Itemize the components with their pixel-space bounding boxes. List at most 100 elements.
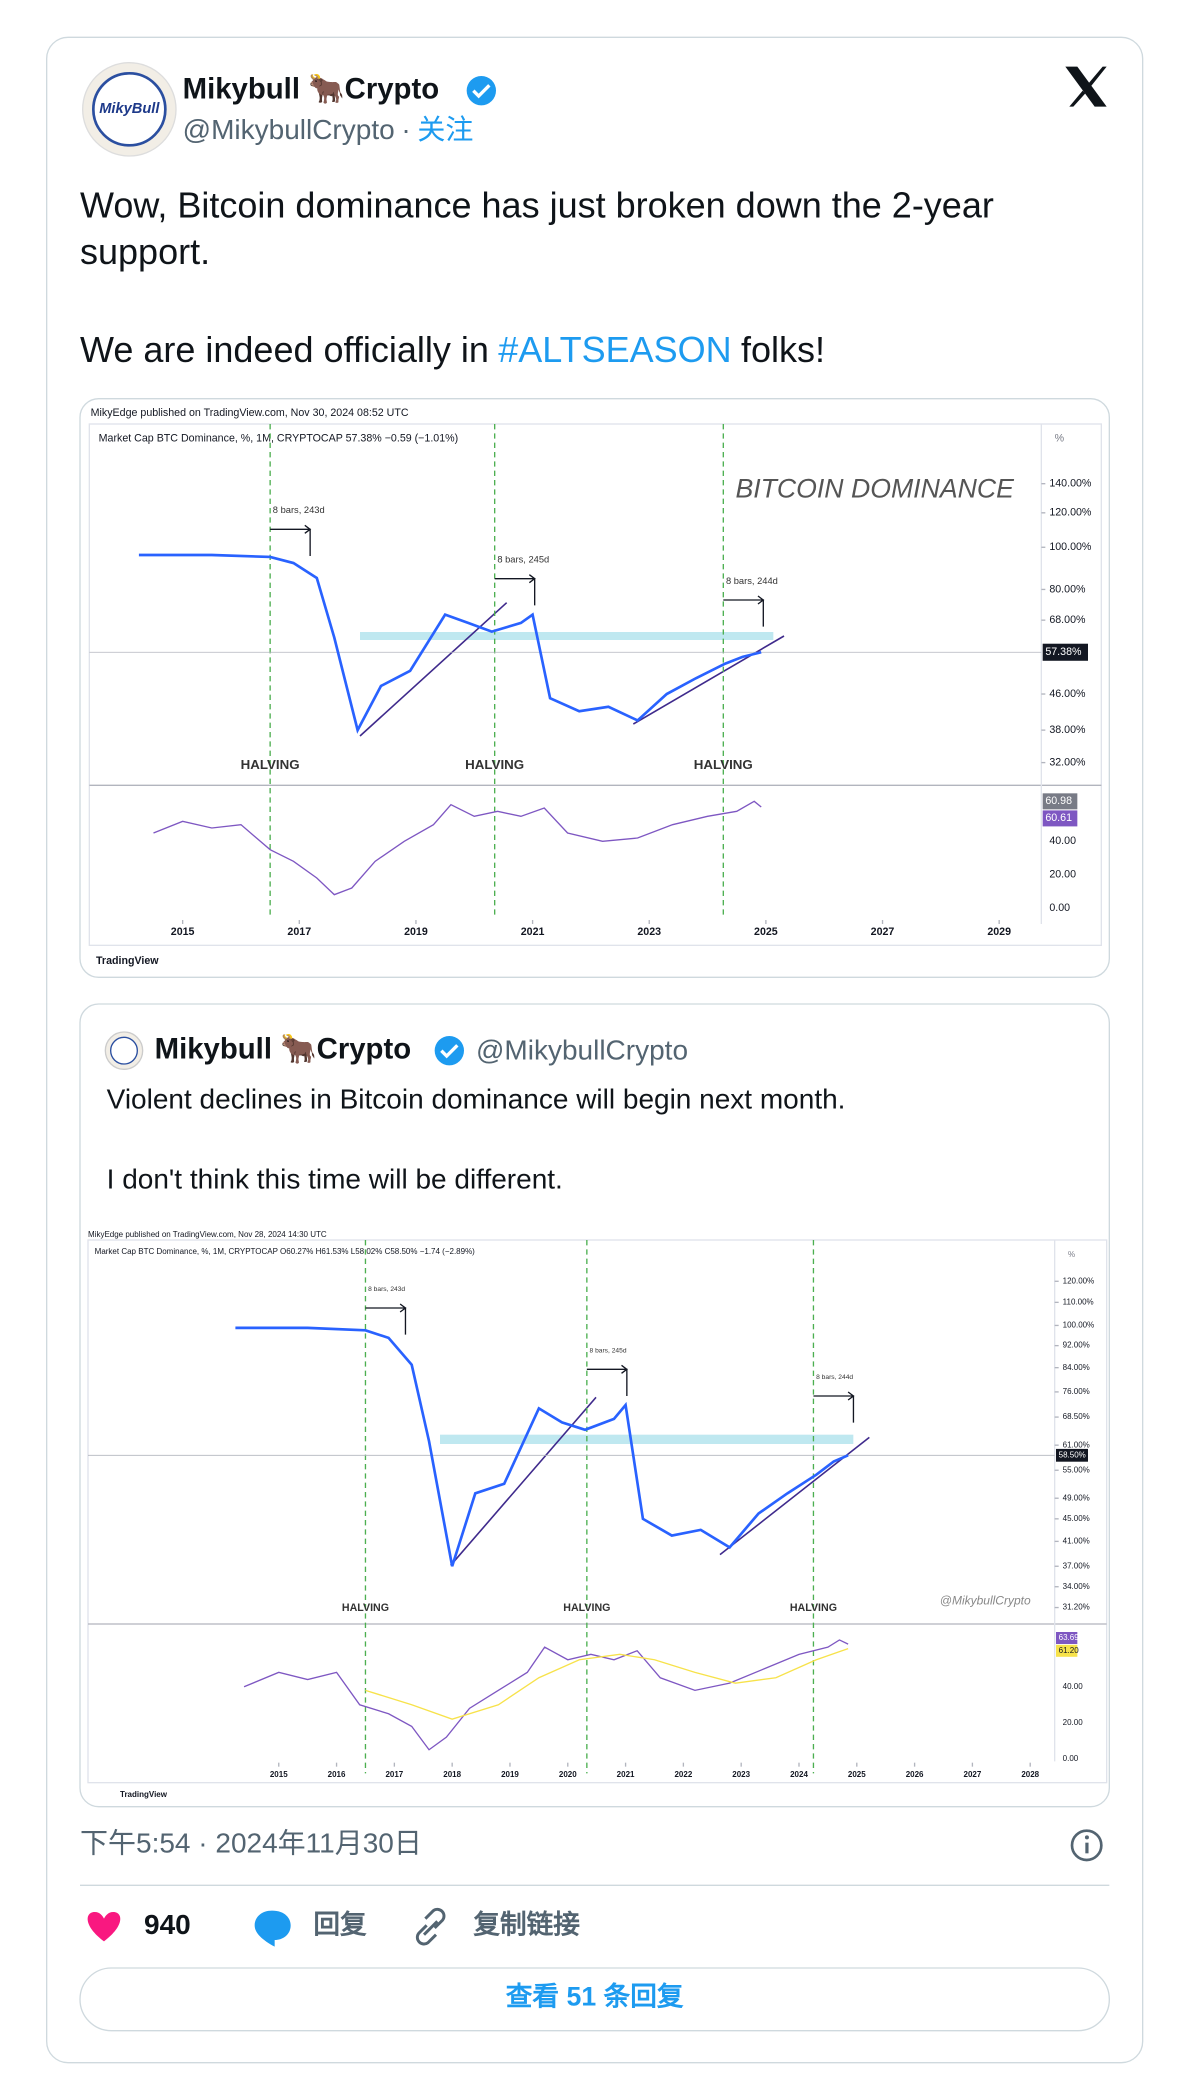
y-axis-unit: % — [1055, 432, 1065, 444]
support-band — [440, 1434, 854, 1444]
halving-label: HALVING — [465, 757, 524, 772]
text: folks! — [741, 329, 825, 370]
quote-author-handle: @MikybullCrypto — [476, 1034, 688, 1065]
indicator-tick-label: 0.00 — [1049, 902, 1070, 914]
indicator-tag — [1056, 1644, 1078, 1657]
y-tick-label: 38.00% — [1049, 724, 1086, 736]
info-icon[interactable] — [1070, 1829, 1103, 1862]
y-tick-label: 110.00% — [1063, 1297, 1094, 1306]
y-tick-label: 68.00% — [1049, 614, 1086, 626]
x-tick-label: 2017 — [385, 1770, 403, 1779]
annotation: 8 bars, 245d — [497, 554, 549, 564]
indicator-tag-label: 60.98 — [1045, 795, 1072, 807]
trendline — [359, 602, 508, 737]
halving-label: HALVING — [241, 757, 300, 772]
y-tick-label: 100.00% — [1049, 541, 1092, 553]
watermark: @MikybullCrypto — [940, 1594, 1031, 1608]
halving-label: HALVING — [694, 757, 753, 772]
symbol-line: Market Cap BTC Dominance, %, 1M, CRYPTOC… — [95, 1247, 476, 1256]
last-value-tag — [1042, 643, 1088, 661]
tweet-text-line: support. — [80, 231, 210, 272]
y-tick-label: 34.00% — [1063, 1582, 1090, 1591]
x-logo[interactable] — [1065, 66, 1107, 107]
indicator-tick-label: 20.00 — [1049, 868, 1076, 880]
y-tick-label: 46.00% — [1049, 688, 1086, 700]
x-tick-label: 2029 — [987, 926, 1011, 938]
x-tick-label: 2020 — [559, 1770, 577, 1779]
symbol-line: Market Cap BTC Dominance, %, 1M, CRYPTOC… — [99, 432, 459, 444]
link-icon[interactable] — [415, 1907, 446, 1946]
trendline — [632, 635, 785, 725]
x-tick-label: 2017 — [287, 926, 311, 938]
copy-link-label[interactable]: 复制链接 — [473, 1910, 580, 1940]
x-tick-label: 2027 — [964, 1770, 982, 1779]
x-tick-label: 2019 — [501, 1770, 519, 1779]
x-tick-label: 2028 — [1021, 1770, 1039, 1779]
annotation: 8 bars, 244d — [726, 576, 778, 586]
verified-badge — [434, 1036, 464, 1066]
dominance-line — [138, 553, 762, 734]
chart-frame — [88, 423, 1102, 946]
indicator-tick-label: 40.00 — [1049, 835, 1076, 847]
y-tick-label: 45.00% — [1063, 1514, 1090, 1523]
x-tick-label: 2021 — [617, 1770, 635, 1779]
chart-title: BITCOIN DOMINANCE — [735, 474, 1015, 504]
reply-label[interactable]: 回复 — [313, 1910, 367, 1940]
annotation: 8 bars, 243d — [273, 505, 325, 515]
reply-icon[interactable] — [254, 1910, 291, 1947]
y-tick-label: 61.00% — [1063, 1440, 1090, 1449]
annotation-arrow — [365, 1303, 407, 1335]
annotation-arrow — [723, 595, 765, 627]
like-icon[interactable] — [87, 1912, 121, 1942]
quote-author-name: Mikybull 🐂Crypto — [155, 1032, 412, 1065]
last-value-label: 58.50% — [1059, 1450, 1086, 1459]
x-tick-label: 2026 — [906, 1770, 924, 1779]
indicator-line — [243, 1639, 849, 1751]
follow-link[interactable]: 关注 — [417, 114, 473, 145]
y-axis-unit: % — [1068, 1250, 1075, 1259]
indicator-tick-label: 40.00 — [1063, 1682, 1084, 1691]
annotation-arrow — [494, 574, 536, 606]
support-band — [360, 632, 774, 640]
tweet-text-line: Wow, Bitcoin dominance has just broken d… — [80, 185, 994, 226]
y-tick-label: 32.00% — [1049, 756, 1086, 768]
annotation-arrow — [586, 1364, 628, 1396]
timestamp[interactable]: 下午5:54 · 2024年11月30日 — [80, 1828, 422, 1859]
indicator-tag — [1042, 810, 1078, 827]
x-tick-label: 2018 — [443, 1770, 461, 1779]
x-tick-label: 2022 — [674, 1770, 692, 1779]
dominance-line — [235, 1326, 849, 1567]
author-line: @MikybullCrypto · 关注 — [183, 114, 474, 145]
indicator-tag-label: 63.69 — [1059, 1633, 1080, 1642]
x-tick-label: 2025 — [754, 926, 778, 938]
y-tick-label: 92.00% — [1063, 1341, 1090, 1350]
watermark: TradingView — [120, 1790, 168, 1799]
indicator-tag — [1056, 1632, 1078, 1644]
x-tick-label: 2023 — [732, 1770, 750, 1779]
author-handle[interactable]: @MikybullCrypto — [183, 114, 395, 145]
halving-label: HALVING — [342, 1602, 389, 1614]
y-tick-label: 120.00% — [1049, 507, 1092, 519]
x-tick-label: 2019 — [404, 926, 428, 938]
text: We are indeed officially in — [80, 329, 489, 370]
x-tick-label: 2024 — [790, 1770, 808, 1779]
annotation-arrow — [270, 524, 312, 556]
indicator-tag-label: 60.61 — [1045, 812, 1072, 824]
y-tick-label: 41.00% — [1063, 1536, 1090, 1545]
avatar[interactable]: MikyBull — [81, 62, 177, 157]
author-name[interactable]: Mikybull 🐂Crypto — [183, 72, 440, 105]
like-count[interactable]: 940 — [144, 1909, 191, 1940]
y-tick-label: 68.50% — [1063, 1412, 1090, 1421]
hashtag[interactable]: #ALTSEASON — [498, 329, 731, 370]
x-tick-label: 2015 — [171, 926, 195, 938]
y-tick-label: 76.00% — [1063, 1387, 1090, 1396]
x-tick-label: 2016 — [328, 1770, 346, 1779]
y-tick-label: 140.00% — [1049, 478, 1092, 490]
indicator-tick-label: 20.00 — [1063, 1718, 1084, 1727]
view-replies-button[interactable] — [79, 1967, 1110, 2032]
x-tick-label: 2015 — [270, 1770, 288, 1779]
halving-label: HALVING — [790, 1602, 837, 1614]
annotation: 8 bars, 244d — [816, 1374, 853, 1381]
quote-avatar — [104, 1031, 144, 1070]
